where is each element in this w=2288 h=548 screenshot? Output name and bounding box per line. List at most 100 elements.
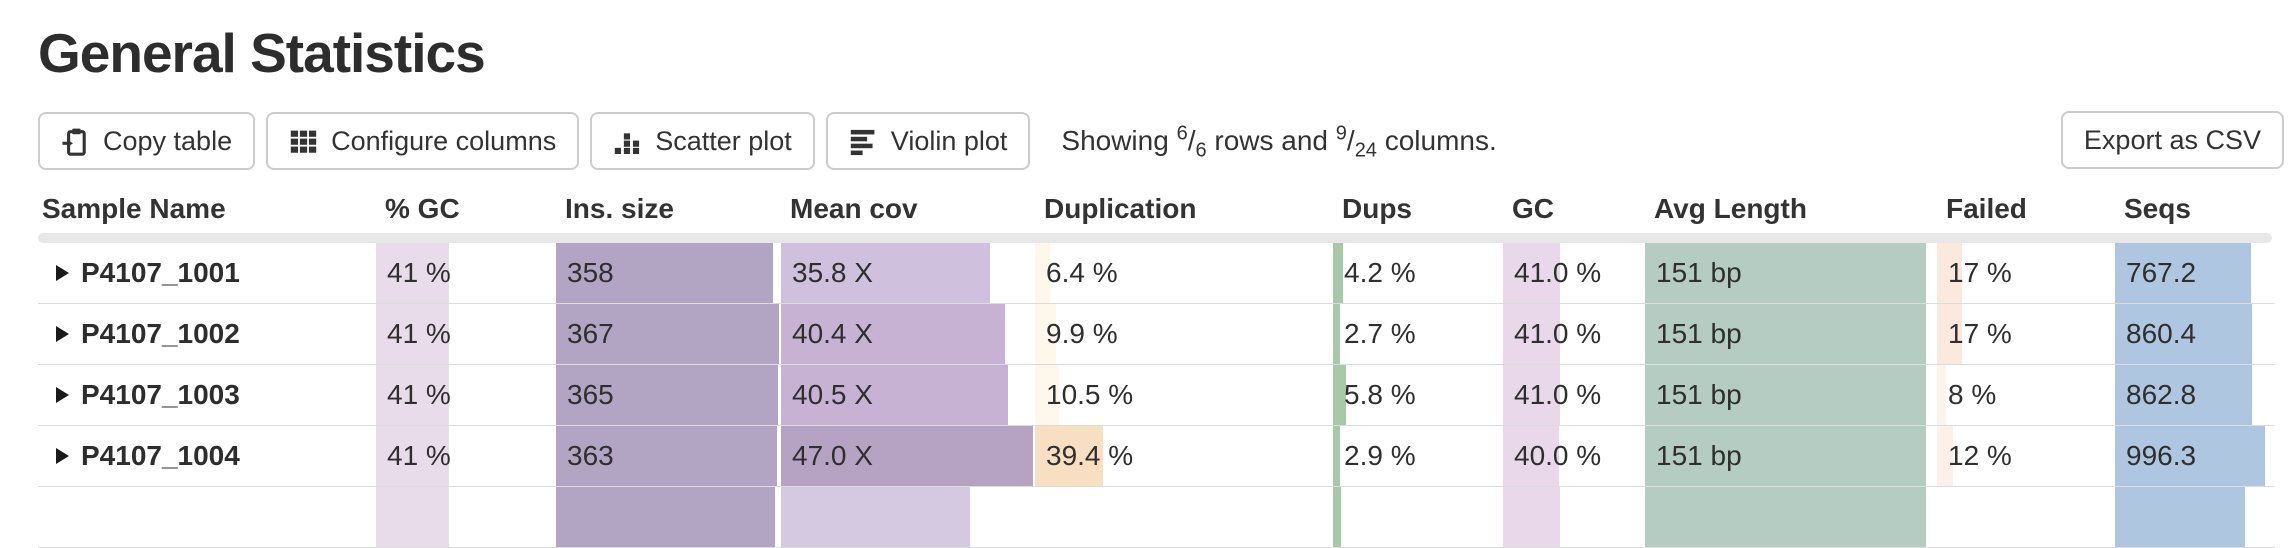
duplication-cell: 10.5 % — [1035, 365, 1333, 426]
table-header-row: Sample Name % GC Ins. size Mean cov Dupl… — [38, 187, 2275, 231]
data-bar — [2115, 304, 2253, 365]
data-bar — [1333, 243, 1344, 304]
data-bar — [2115, 365, 2253, 426]
expand-caret-icon[interactable] — [56, 326, 69, 343]
data-bar — [781, 365, 1008, 426]
scatter-plot-button[interactable]: Scatter plot — [590, 112, 815, 171]
data-bar — [781, 243, 991, 304]
data-bar — [1503, 487, 1561, 548]
export-csv-button[interactable]: Export as CSV — [2060, 111, 2284, 170]
avg-length-cell: 151 bp — [1645, 304, 1937, 365]
cols-total: 24 — [1354, 139, 1377, 162]
ins-size-cell — [556, 487, 781, 548]
cols-shown: 9 — [1335, 122, 1347, 145]
expand-caret-icon[interactable] — [56, 448, 69, 465]
data-bar — [556, 426, 777, 487]
expand-caret-icon[interactable] — [56, 387, 69, 404]
data-bar — [1503, 304, 1561, 365]
data-bar — [1333, 304, 1340, 365]
column-header-sample-name[interactable]: Sample Name — [42, 193, 226, 225]
column-header-dups[interactable]: Dups — [1342, 193, 1412, 225]
column-header-avg-length[interactable]: Avg Length — [1654, 193, 1807, 225]
copy-table-label: Copy table — [103, 125, 233, 156]
mean-cov-cell: 40.5 X — [781, 365, 1035, 426]
data-bar — [1035, 365, 1059, 426]
mean-cov-cell — [781, 487, 1035, 548]
configure-columns-label: Configure columns — [331, 125, 557, 156]
scatter-plot-icon — [613, 127, 642, 156]
column-header-duplication[interactable]: Duplication — [1044, 193, 1197, 225]
data-bar — [781, 487, 970, 548]
data-bar — [1333, 426, 1340, 487]
export-csv-label: Export as CSV — [2083, 124, 2261, 155]
data-bar — [556, 487, 775, 548]
data-bar — [1937, 365, 1946, 426]
scatter-plot-label: Scatter plot — [655, 125, 792, 156]
general-statistics-table: Sample Name % GC Ins. size Mean cov Dupl… — [38, 187, 2275, 548]
data-bar — [1645, 304, 1927, 365]
seqs-cell: 996.3 — [2115, 426, 2275, 487]
table-row: P4107_1004 41 % 363 47.0 X 39.4 % 2.9 % … — [38, 426, 2275, 488]
data-bar — [556, 304, 779, 365]
sample-name-cell[interactable] — [38, 487, 376, 548]
pct-gc-cell — [376, 487, 556, 548]
seqs-cell: 767.2 — [2115, 243, 2275, 304]
copy-table-button[interactable]: Copy table — [38, 112, 256, 171]
expand-caret-icon[interactable] — [56, 265, 69, 282]
ins-size-cell: 358 — [556, 243, 781, 304]
data-bar — [2115, 487, 2245, 548]
failed-cell — [1937, 487, 2115, 548]
duplication-cell: 9.9 % — [1035, 304, 1333, 365]
failed-cell: 8 % — [1937, 365, 2115, 426]
data-bar — [781, 304, 1006, 365]
rows-total: 6 — [1195, 139, 1207, 162]
sample-name-cell[interactable]: P4107_1001 — [38, 243, 376, 304]
avg-length-cell: 151 bp — [1645, 243, 1937, 304]
data-bar — [1035, 426, 1104, 487]
dups-cell: 2.7 % — [1333, 304, 1503, 365]
duplication-cell: 6.4 % — [1035, 243, 1333, 304]
data-bar — [781, 426, 1033, 487]
sample-name: P4107_1002 — [81, 318, 240, 350]
ins-size-cell: 365 — [556, 365, 781, 426]
avg-length-cell — [1645, 487, 1937, 548]
column-header-seqs[interactable]: Seqs — [2124, 193, 2191, 225]
data-bar — [1503, 365, 1561, 426]
table-toolbar: Copy table Configure columns Scatter plo… — [38, 111, 2288, 171]
violin-plot-button[interactable]: Violin plot — [825, 112, 1031, 171]
data-bar — [1937, 243, 1962, 304]
violin-plot-icon — [849, 127, 878, 156]
data-bar — [376, 304, 449, 365]
clipboard-copy-icon — [61, 127, 90, 156]
showing-summary: Showing 6/6 rows and 9/24 columns. — [1061, 122, 1497, 162]
gc-cell: 41.0 % — [1503, 304, 1645, 365]
data-bar — [1645, 365, 1927, 426]
data-bar — [1645, 243, 1927, 304]
column-header-mean-cov[interactable]: Mean cov — [790, 193, 918, 225]
data-bar — [1035, 304, 1056, 365]
data-bar — [376, 365, 449, 426]
column-header-ins-size[interactable]: Ins. size — [565, 193, 674, 225]
table-row — [38, 487, 2275, 548]
avg-length-cell: 151 bp — [1645, 426, 1937, 487]
seqs-cell: 862.8 — [2115, 365, 2275, 426]
horizontal-scrollbar[interactable] — [38, 233, 2272, 244]
mean-cov-cell: 40.4 X — [781, 304, 1035, 365]
sample-name-cell[interactable]: P4107_1003 — [38, 365, 376, 426]
gc-cell: 41.0 % — [1503, 365, 1645, 426]
gc-cell: 41.0 % — [1503, 243, 1645, 304]
pct-gc-cell: 41 % — [376, 365, 556, 426]
configure-columns-button[interactable]: Configure columns — [266, 112, 580, 171]
column-header-failed[interactable]: Failed — [1946, 193, 2027, 225]
sample-name-cell[interactable]: P4107_1002 — [38, 304, 376, 365]
mean-cov-cell: 35.8 X — [781, 243, 1035, 304]
sample-name-cell[interactable]: P4107_1004 — [38, 426, 376, 487]
sample-name: P4107_1001 — [81, 257, 240, 289]
column-header-gc[interactable]: GC — [1512, 193, 1554, 225]
gc-cell — [1503, 487, 1645, 548]
dups-cell — [1333, 487, 1503, 548]
ins-size-cell: 367 — [556, 304, 781, 365]
dups-cell: 5.8 % — [1333, 365, 1503, 426]
seqs-cell — [2115, 487, 2275, 548]
column-header-pct-gc[interactable]: % GC — [385, 193, 460, 225]
